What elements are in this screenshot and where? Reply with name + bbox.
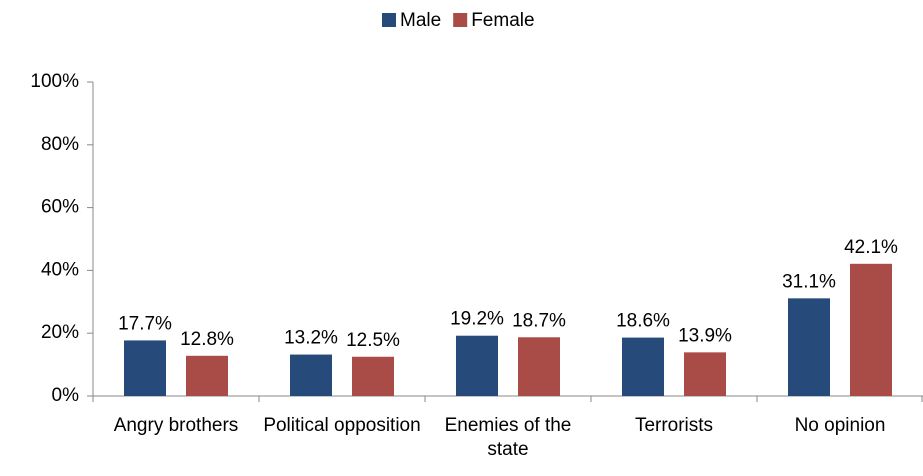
bar — [788, 298, 830, 396]
bar — [352, 356, 394, 396]
y-tick-label: 60% — [41, 197, 79, 218]
legend-label: Male — [400, 10, 441, 31]
x-tick-label: Political opposition — [263, 415, 421, 436]
data-label: 12.5% — [346, 330, 400, 351]
y-tick-label: 20% — [41, 322, 79, 343]
data-label: 19.2% — [450, 309, 504, 330]
legend-swatch — [382, 13, 396, 27]
bar — [124, 340, 166, 396]
bar — [186, 355, 228, 396]
data-label: 18.7% — [512, 310, 566, 331]
x-tick-label: No opinion — [794, 415, 886, 436]
x-tick-label: Angry brothers — [113, 415, 239, 436]
bar — [290, 354, 332, 396]
data-label: 18.6% — [616, 311, 670, 332]
legend-label: Female — [471, 10, 534, 31]
x-tick-label: Enemies of the state — [444, 415, 572, 460]
bar — [622, 337, 664, 396]
legend-swatch — [453, 13, 468, 27]
data-label: 12.8% — [180, 329, 234, 350]
data-label: 42.1% — [844, 237, 898, 258]
bar — [518, 337, 560, 396]
data-label: 17.7% — [118, 313, 172, 334]
data-label: 31.1% — [782, 271, 836, 292]
y-tick-label: 0% — [52, 385, 80, 406]
bar — [684, 352, 726, 396]
x-tick-label: Terrorists — [634, 415, 714, 436]
bar — [850, 263, 892, 396]
data-label: 13.9% — [678, 325, 732, 346]
y-tick-label: 100% — [30, 71, 79, 92]
y-tick-label: 80% — [41, 134, 79, 155]
bar — [456, 335, 498, 396]
y-tick-label: 40% — [41, 259, 79, 280]
data-label: 13.2% — [284, 328, 338, 349]
